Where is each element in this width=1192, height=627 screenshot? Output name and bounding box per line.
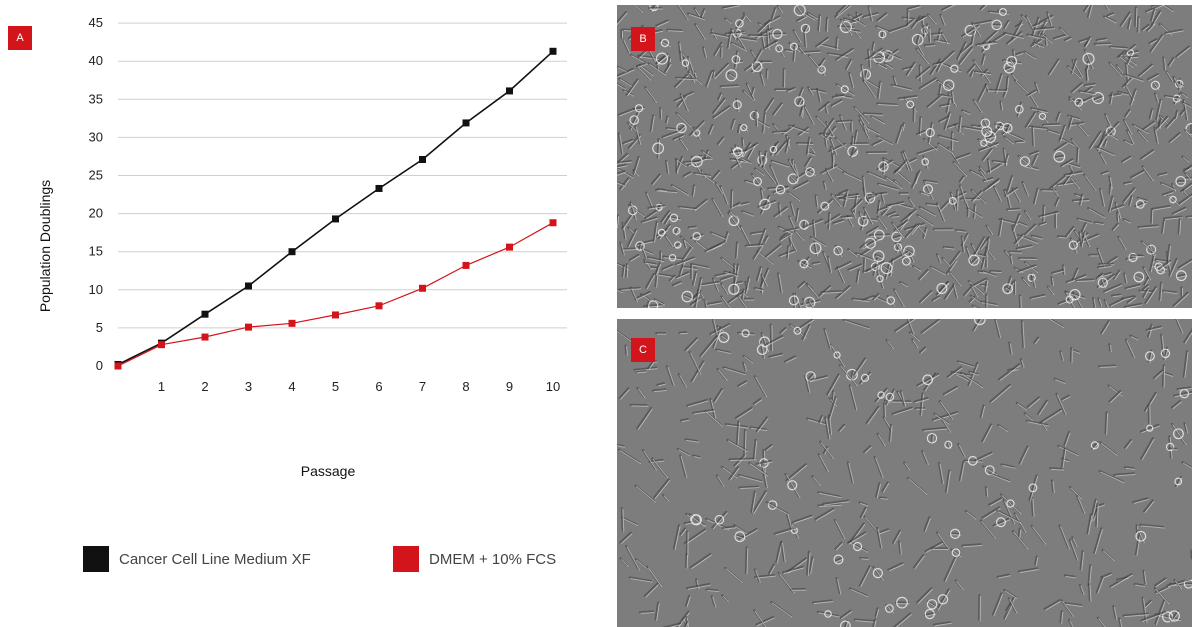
- data-point-series-1-p5: [332, 215, 339, 223]
- y-tick-label-45: 45: [89, 15, 103, 30]
- data-point-series-2-p8: [462, 261, 470, 269]
- data-point-series-2-p2: [201, 333, 209, 341]
- x-tick-label-5: 5: [332, 379, 339, 394]
- x-tick-label-8: 8: [462, 379, 469, 394]
- legend-label-series-2: DMEM + 10% FCS: [429, 550, 557, 568]
- data-point-series-2-p4: [288, 319, 296, 327]
- legend-item-series-1: Cancer Cell Line Medium XF: [83, 546, 311, 572]
- y-tick-label-10: 10: [89, 282, 103, 297]
- x-tick-label-9: 9: [506, 379, 513, 394]
- x-tick-label-3: 3: [245, 379, 252, 394]
- data-point-series-2-p7: [419, 284, 426, 292]
- y-tick-label-25: 25: [89, 168, 103, 183]
- x-tick-label-7: 7: [419, 379, 426, 394]
- data-point-series-1-p8: [462, 119, 470, 127]
- data-point-series-1-p7: [419, 155, 426, 163]
- panel-c-badge: C: [631, 338, 655, 362]
- x-tick-label-10: 10: [546, 379, 560, 394]
- data-point-series-1-p10: [549, 47, 557, 55]
- data-point-series-2-p10: [549, 219, 557, 227]
- y-tick-label-0: 0: [96, 358, 103, 373]
- data-point-series-2-p9: [506, 243, 513, 251]
- micrograph-c: C: [617, 319, 1192, 627]
- micrograph-b: B: [617, 5, 1192, 308]
- data-point-series-2-p0: [114, 362, 122, 370]
- data-point-series-2-p3: [245, 323, 252, 331]
- data-point-series-1-p9: [506, 87, 513, 95]
- x-tick-label-4: 4: [288, 379, 295, 394]
- x-axis-title: Passage: [301, 463, 356, 479]
- y-tick-label-30: 30: [89, 129, 103, 144]
- legend-item-series-2: DMEM + 10% FCS: [393, 546, 556, 572]
- micrograph-c-image: [617, 319, 1192, 627]
- y-tick-label-15: 15: [89, 244, 103, 259]
- y-tick-label-35: 35: [89, 91, 103, 106]
- x-tick-label-1: 1: [158, 379, 165, 394]
- panel-b-badge: B: [631, 27, 655, 51]
- data-point-series-1-p2: [201, 310, 209, 318]
- cell-texture: [617, 5, 1192, 308]
- legend-swatch-series-2: [393, 546, 419, 572]
- y-tick-label-40: 40: [89, 53, 103, 68]
- data-point-series-1-p6: [375, 184, 383, 192]
- data-point-series-1-p4: [288, 248, 296, 256]
- y-axis-title: Population Doublings: [37, 180, 53, 312]
- data-point-series-2-p6: [375, 302, 383, 310]
- data-point-series-1-p3: [245, 282, 252, 290]
- series-line-2: [117, 222, 554, 367]
- data-point-series-2-p5: [332, 311, 339, 319]
- legend-label-series-1: Cancer Cell Line Medium XF: [119, 550, 311, 568]
- y-tick-label-20: 20: [89, 206, 103, 221]
- micrograph-background: [617, 319, 1192, 627]
- x-tick-label-6: 6: [375, 379, 382, 394]
- data-point-series-2-p1: [158, 341, 165, 349]
- panel-a-badge: A: [8, 26, 32, 50]
- y-tick-label-5: 5: [96, 320, 103, 335]
- x-tick-label-2: 2: [201, 379, 208, 394]
- legend-swatch-series-1: [83, 546, 109, 572]
- cell-texture: [617, 319, 1192, 627]
- micrograph-b-image: [617, 5, 1192, 308]
